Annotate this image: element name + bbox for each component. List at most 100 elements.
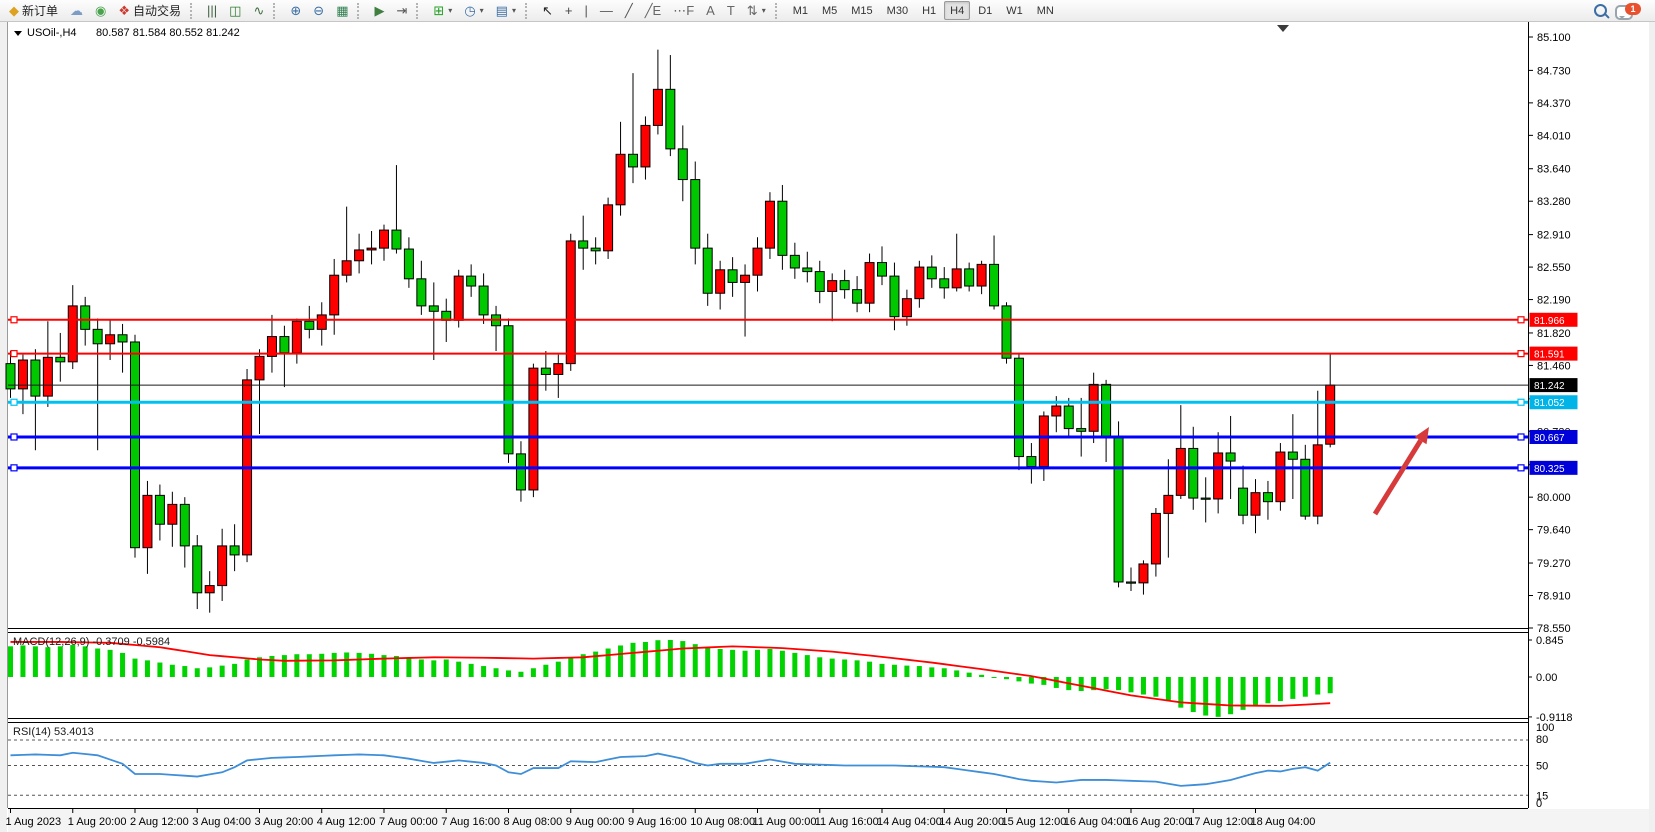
macd-histogram-bar xyxy=(966,672,972,677)
crosshair-tool-button[interactable]: + xyxy=(560,0,578,21)
macd-histogram-bar xyxy=(767,648,773,677)
candle-bull xyxy=(1175,447,1186,496)
candle-bear xyxy=(578,240,589,249)
macd-histogram-bar xyxy=(1203,677,1209,716)
date-tick-label: 11 Aug 00:00 xyxy=(753,816,817,828)
zoom-out-button[interactable]: ⊖ xyxy=(308,0,329,21)
macd-histogram-bar xyxy=(32,646,38,677)
fibonacci-tool-button[interactable]: ⋯F xyxy=(668,0,699,21)
crosshair-tool-icon: + xyxy=(564,3,573,18)
text-tool-button[interactable]: A xyxy=(701,0,720,21)
tile-windows-button[interactable]: ▦ xyxy=(331,0,353,21)
macd-histogram-bar xyxy=(1327,677,1333,694)
candle-bull xyxy=(901,298,912,318)
search-icon[interactable] xyxy=(1594,4,1607,17)
level-line-handle[interactable] xyxy=(1517,464,1525,472)
candle-bear xyxy=(814,271,825,292)
candle-bull xyxy=(316,314,327,330)
macd-histogram-bar xyxy=(618,645,624,677)
date-tick-label: 7 Aug 00:00 xyxy=(379,816,438,828)
level-line-handle[interactable] xyxy=(10,316,18,324)
candle-bull xyxy=(167,503,178,525)
candle-bear xyxy=(503,325,514,455)
price-axis-tick-label: 79.270 xyxy=(1537,558,1571,570)
macd-histogram-bar xyxy=(817,657,823,677)
rsi-axis-tick-label: 50 xyxy=(1536,761,1548,773)
macd-histogram-bar xyxy=(8,646,13,677)
date-axis-strip[interactable] xyxy=(8,809,1649,832)
level-line-handle[interactable] xyxy=(10,398,18,406)
zoom-in-button[interactable]: ⊕ xyxy=(285,0,306,21)
channel-tool-button[interactable]: ╱E xyxy=(640,0,667,21)
price-axis-tick-label: 84.010 xyxy=(1537,130,1571,142)
macd-histogram-bar xyxy=(543,664,549,677)
macd-histogram-bar xyxy=(269,655,275,677)
candle-bull xyxy=(951,268,962,289)
chart-canvas[interactable]: 85.100 84.730 84.370 84.010 83.640 83.280 82.9… xyxy=(0,22,1655,832)
macd-histogram-bar xyxy=(854,660,860,677)
new-order-button[interactable]: ◆ 新订单 xyxy=(4,0,63,21)
rsi-axis-tick-label: 100 xyxy=(1536,722,1554,734)
timeframe-m5-button[interactable]: M5 xyxy=(821,4,838,17)
chart-shift-button[interactable]: ⇥ xyxy=(391,0,412,21)
indicators-button[interactable]: ⊞ ▾ xyxy=(428,0,457,21)
candle-bull xyxy=(565,240,576,365)
level-line-handle[interactable] xyxy=(10,433,18,441)
macd-histogram-bar xyxy=(493,668,499,677)
templates-button[interactable]: ▤ ▾ xyxy=(491,0,521,21)
level-line-handle[interactable] xyxy=(1517,316,1525,324)
timeframe-m15-button[interactable]: M15 xyxy=(851,4,873,17)
level-line-handle[interactable] xyxy=(1517,398,1525,406)
level-line-handle[interactable] xyxy=(10,464,18,472)
candle-bear xyxy=(852,289,863,304)
vertical-line-tool-button[interactable]: | xyxy=(579,0,592,21)
cursor-tool-button[interactable]: ↖ xyxy=(537,0,558,21)
candle-bull xyxy=(528,367,539,491)
trendline-tool-button[interactable]: ╱ xyxy=(620,0,638,21)
timeframe-h1-button[interactable]: H1 xyxy=(922,4,937,17)
price-axis-drag-area[interactable] xyxy=(1529,22,1649,808)
timeframe-w1-button[interactable]: W1 xyxy=(1006,4,1023,17)
auto-scroll-button[interactable]: ▶ xyxy=(369,0,389,21)
timeframe-d1-button[interactable]: D1 xyxy=(978,4,993,17)
up-trend-arrow[interactable] xyxy=(1372,439,1423,516)
macd-histogram-bar xyxy=(842,659,848,677)
candle-bear xyxy=(926,266,937,280)
candle-bear xyxy=(839,280,850,291)
level-line-handle[interactable] xyxy=(10,350,18,358)
line-chart-button[interactable]: ∿ xyxy=(248,0,269,21)
candlestick-chart-button[interactable]: ◫ xyxy=(224,0,246,21)
macd-histogram-bar xyxy=(1277,677,1283,702)
macd-histogram-bar xyxy=(244,659,250,677)
horizontal-line-tool-button[interactable]: — xyxy=(595,0,618,21)
macd-histogram-bar xyxy=(393,655,399,677)
zoom-in-icon: ⊕ xyxy=(290,3,302,18)
autotrading-button[interactable]: ❖ 自动交易 xyxy=(113,0,186,21)
arrows-tool-button[interactable]: ⇅ ▾ xyxy=(742,0,771,21)
candle-bull xyxy=(1325,384,1336,445)
macd-histogram-bar xyxy=(1078,677,1084,692)
up-trend-arrow-head[interactable] xyxy=(1414,427,1429,445)
candle-bull xyxy=(1088,383,1099,432)
trendline-tool-icon: ╱ xyxy=(624,3,633,18)
text-label-tool-button[interactable]: T xyxy=(722,0,740,21)
candle-bull xyxy=(217,545,228,587)
level-line-handle[interactable] xyxy=(1517,350,1525,358)
timeframe-m30-button[interactable]: M30 xyxy=(886,4,909,17)
notifications-button[interactable]: 1 xyxy=(1615,2,1645,20)
candlestick-chart-icon: ◫ xyxy=(229,3,242,18)
signals-button[interactable]: ◉ xyxy=(90,0,111,21)
timeframe-mn-button[interactable]: MN xyxy=(1036,4,1054,17)
periods-button[interactable]: ◷ ▾ xyxy=(459,0,488,21)
timeframe-m1-button[interactable]: M1 xyxy=(792,4,808,17)
candle-bull xyxy=(603,204,614,252)
candle-bear xyxy=(154,494,165,525)
symbol-dropdown-icon[interactable] xyxy=(14,31,22,36)
chart-shift-marker[interactable] xyxy=(1277,25,1289,32)
mql5-cloud-button[interactable]: ☁ xyxy=(65,0,88,21)
macd-histogram-bar xyxy=(879,663,885,677)
bar-chart-button[interactable]: ||| xyxy=(202,0,222,21)
candle-bear xyxy=(403,248,414,280)
timeframe-h4-button[interactable]: H4 xyxy=(944,1,971,20)
level-line-handle[interactable] xyxy=(1517,433,1525,441)
